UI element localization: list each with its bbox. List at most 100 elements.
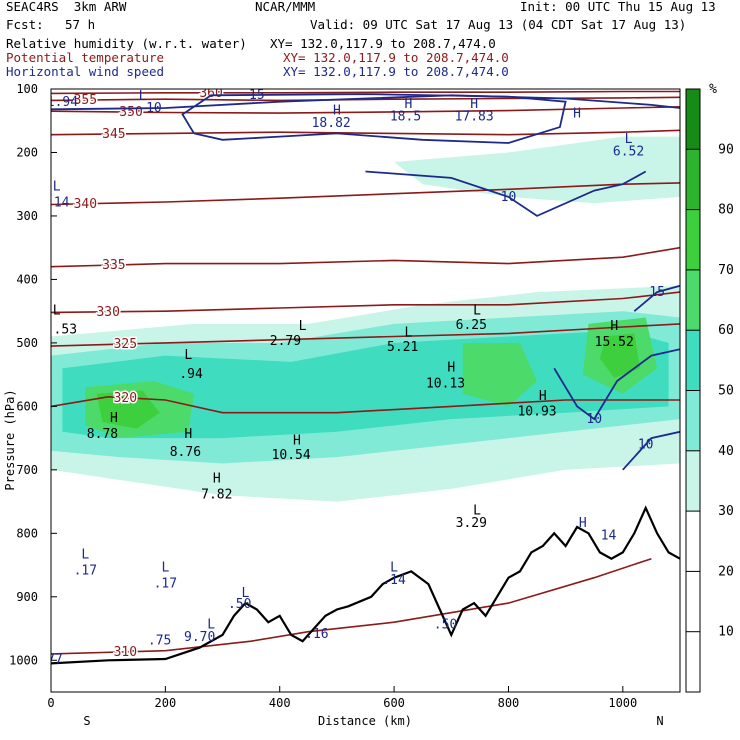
theta-contour-330	[51, 291, 680, 314]
rh-extremum-label-3: .94	[179, 367, 203, 382]
y-tick-label-400: 400	[16, 272, 38, 286]
y-tick-label-100: 100	[16, 82, 38, 96]
colorbar-tick-label-70: 70	[718, 263, 734, 278]
rh-extremum-label-24: L	[473, 503, 481, 518]
wind-extremum-label-8: L	[53, 180, 61, 195]
rh-extremum-label-10: H	[293, 433, 301, 448]
wind-extremum-label-22: .14	[382, 573, 406, 588]
rh-extremum-label-22: H	[610, 319, 618, 334]
theta-label-350: 350	[119, 105, 142, 120]
theta-contour-320	[51, 395, 680, 414]
rh-region-7	[462, 342, 537, 407]
axes-layer: 100 200 300 400 500 600 700 800 900 1000 0 200 400 60…	[9, 82, 637, 710]
wind-contour-2	[365, 170, 647, 217]
theta-label-355: 355	[74, 93, 97, 108]
y-tick-label-1000: 1000	[9, 653, 38, 667]
colorbar-band-1	[686, 571, 700, 632]
y-tick-label-300: 300	[16, 209, 38, 223]
wind-contour-layer: 15 10 10 10 15 10	[51, 88, 680, 471]
wind-extremum-label-0: 1.94	[47, 95, 78, 110]
wind-contour-4	[633, 284, 680, 312]
wind-label-4: 15	[649, 285, 665, 300]
wind-extremum-label-9: 1.14	[38, 195, 69, 210]
theta-contour-335	[51, 246, 680, 268]
wind-extremum-label-27: .75	[148, 633, 171, 648]
rh-extremum-label-5: 8.78	[87, 427, 118, 442]
fcst-value: 57 h	[65, 17, 96, 32]
wind-extremum-label-12: H	[573, 107, 581, 122]
wind-extremum-label-7: 17.83	[455, 110, 494, 125]
rh-extremum-label-0: L	[53, 303, 61, 318]
colorbar-tick-label-20: 20	[718, 564, 734, 579]
x-tick-label-0: 0	[47, 696, 54, 710]
field-rh-name: Relative humidity (w.r.t. water)	[6, 36, 247, 51]
wind-contour-5	[622, 430, 680, 471]
x-tick-label-800: 800	[498, 696, 520, 710]
wind-label-2: 10	[501, 190, 517, 205]
wind-extremum-label-2: H	[333, 103, 341, 118]
wind-extremum-label-15: L	[161, 560, 169, 575]
wind-label-1: 10	[146, 101, 162, 116]
rh-extremum-label-2: L	[184, 348, 192, 363]
rh-region-9	[96, 390, 160, 429]
colorbar-tick-label-10: 10	[718, 625, 734, 640]
colorbar-tick-label-60: 60	[718, 323, 734, 338]
y-tick-label-200: 200	[16, 145, 38, 159]
rh-extremum-label-6: H	[184, 427, 192, 442]
wind-extremum-label-26: .50	[434, 618, 457, 633]
x-end-label-south: S	[83, 714, 90, 728]
rh-extremum-label-1: .53	[54, 322, 77, 337]
rh-extremum-label-21: 6.25	[456, 318, 487, 333]
wind-extremum-label-14: .17	[74, 564, 97, 579]
wind-extremum-label-3: 18.82	[312, 116, 351, 131]
rh-extremum-label-7: 8.76	[170, 445, 201, 460]
field-wind-xy: XY= 132.0,117.9 to 208.7,474.0	[283, 64, 509, 79]
theta-contour-360	[51, 90, 680, 95]
terrain-layer	[51, 505, 680, 665]
theta-label-320: 320	[114, 391, 137, 406]
x-tick-label-600: 600	[383, 696, 405, 710]
wind-extremum-label-16: .17	[154, 576, 177, 591]
wind-extremum-label-17: L	[242, 586, 250, 601]
wind-extremum-label-23: H	[579, 516, 587, 531]
colorbar-band-7	[686, 209, 700, 270]
y-tick-label-700: 700	[16, 463, 38, 477]
x-tick-label-400: 400	[269, 696, 291, 710]
rh-extremum-label-13: 2.79	[270, 334, 301, 349]
wind-label-0: 15	[249, 88, 265, 103]
x-end-label-north: N	[656, 714, 663, 728]
rh-extremum-label-23: 15.52	[595, 335, 634, 350]
colorbar-band-2	[686, 511, 700, 572]
theta-label-360: 360	[199, 86, 222, 101]
theta-contour-355	[51, 96, 680, 102]
field-theta-name: Potential temperature	[6, 50, 165, 65]
theta-label-310: 310	[114, 645, 137, 660]
colorbar-band-8	[686, 149, 700, 210]
colorbar-band-4	[686, 390, 700, 451]
wind-extremum-label-11: 6.52	[613, 145, 644, 160]
rh-extremum-label-8: H	[213, 472, 221, 487]
wind-label-5: 10	[638, 437, 654, 452]
wind-contour-1	[51, 94, 680, 111]
rh-extremum-label-4: H	[110, 411, 118, 426]
rh-extremum-label-11: 10.54	[272, 448, 311, 463]
rh-extremum-label-17: 10.13	[426, 376, 465, 391]
wind-extremum-label-25: .16	[305, 627, 328, 642]
rh-extremum-label-9: 7.82	[201, 487, 232, 502]
colorbar-tick-label-40: 40	[718, 444, 734, 459]
theta-contour-310	[51, 557, 652, 655]
fcst-label: Fcst:	[6, 17, 44, 32]
field-wind-name: Horizontal wind speed	[6, 64, 165, 79]
terrain-line	[51, 505, 680, 665]
theta-label-340: 340	[74, 197, 97, 212]
y-tick-label-800: 800	[16, 526, 38, 540]
wind-extremum-label-4: H	[404, 97, 412, 112]
init-time: Init: 00 UTC Thu 15 Aug 13	[520, 0, 716, 14]
rh-extremum-label-25: 3.29	[456, 516, 487, 531]
model-title: SEAC4RS 3km ARW	[6, 0, 127, 14]
colorbar: 10 20 30 40 50 60 70 80 90	[685, 88, 734, 693]
rh-extremum-label-16: H	[447, 360, 455, 375]
rh-extremum-label-20: L	[473, 303, 481, 318]
